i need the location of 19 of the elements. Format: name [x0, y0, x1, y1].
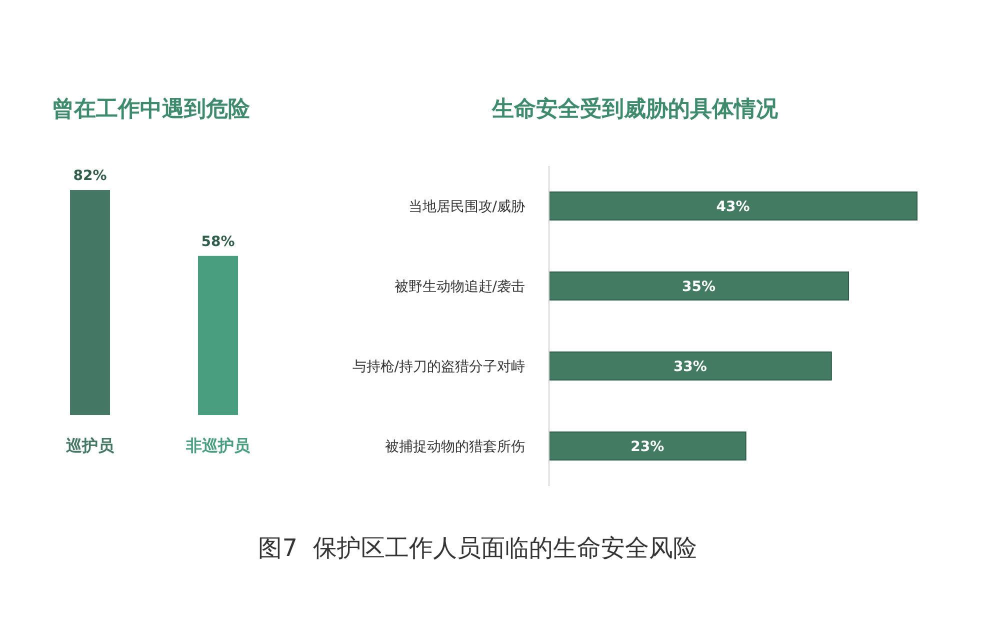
- caption: 图7 保护区工作人员面临的生命安全风险: [257, 533, 698, 564]
- bar: [548, 192, 918, 220]
- chart-title: 曾在工作中遇到危险: [52, 96, 250, 124]
- data-label: 23%: [630, 438, 664, 455]
- data-label: 33%: [673, 358, 707, 375]
- y-tick-label: 当地居民围攻/威胁: [408, 199, 525, 215]
- chart-title: 生命安全受到威胁的具体情况: [490, 96, 779, 124]
- x-tick-label: 非巡护员: [185, 436, 251, 455]
- x-tick-label: 巡护员: [65, 436, 115, 455]
- y-tick-label: 被野生动物追赶/袭击: [394, 279, 525, 295]
- data-label: 43%: [716, 198, 750, 215]
- bar: [548, 272, 850, 300]
- data-label: 58%: [201, 234, 235, 250]
- y-tick-label: 被捕捉动物的猎套所伤: [385, 439, 525, 455]
- y-tick-label: 与持枪/持刀的盗猎分子对峙: [352, 359, 525, 375]
- data-label: 35%: [682, 278, 716, 295]
- bar: [548, 352, 832, 380]
- bar: [548, 432, 746, 460]
- data-label: 82%: [73, 168, 107, 184]
